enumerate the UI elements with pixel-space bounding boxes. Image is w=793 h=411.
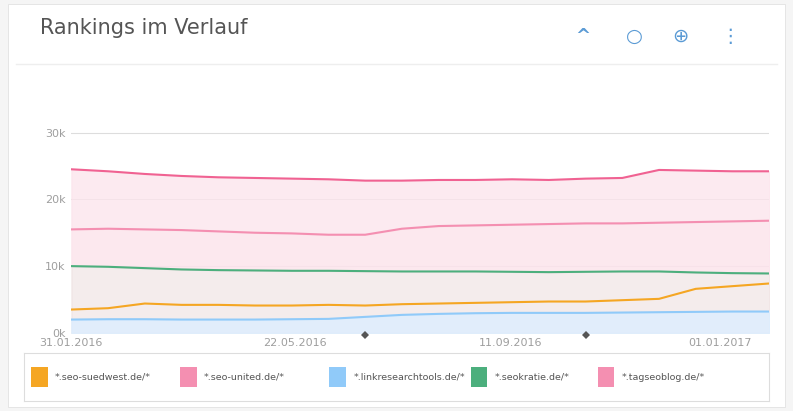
Text: *.seo-united.de/*: *.seo-united.de/* <box>204 373 285 381</box>
Text: ○: ○ <box>626 27 643 46</box>
Bar <box>31 367 48 387</box>
Bar <box>180 367 197 387</box>
Text: ^: ^ <box>575 27 591 45</box>
Text: *.tagseoblog.de/*: *.tagseoblog.de/* <box>622 373 705 381</box>
Text: *.seo-suedwest.de/*: *.seo-suedwest.de/* <box>55 373 151 381</box>
Bar <box>471 367 488 387</box>
Text: *.seokratie.de/*: *.seokratie.de/* <box>495 373 569 381</box>
Bar <box>598 367 614 387</box>
Text: *.linkresearchtools.de/*: *.linkresearchtools.de/* <box>353 373 465 381</box>
Text: ⊕: ⊕ <box>672 27 688 46</box>
Bar <box>329 367 346 387</box>
Text: Rankings im Verlauf: Rankings im Verlauf <box>40 18 247 39</box>
Text: ⋮: ⋮ <box>720 27 739 46</box>
